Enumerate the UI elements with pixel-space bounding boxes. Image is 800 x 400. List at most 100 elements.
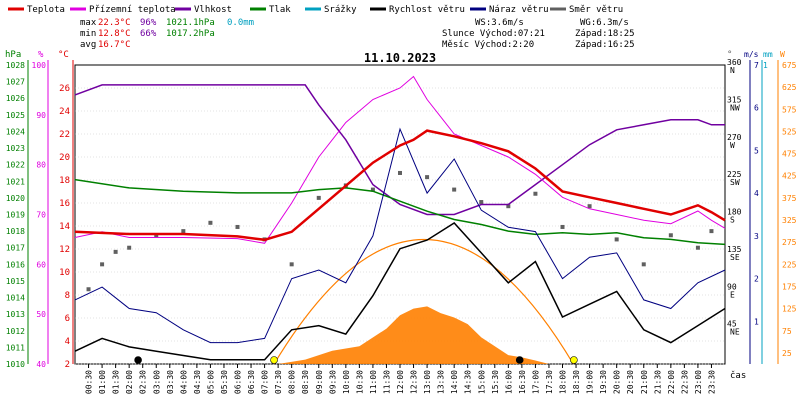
series-temperature xyxy=(74,129,726,242)
tick-hpa-15: 1025 xyxy=(6,111,25,120)
axes: 2468101214161820222426101010111012101310… xyxy=(6,58,797,394)
tick-degc-1: 4 xyxy=(65,337,70,347)
tick-hpa-9: 1019 xyxy=(6,211,25,220)
tick-deg-0: 360 xyxy=(727,58,742,67)
tick-w-9: 475 xyxy=(782,150,797,159)
legend-label-3: Tlak xyxy=(269,5,291,15)
tick-degc-6: 14 xyxy=(59,222,70,232)
tick-deg-1: 315 xyxy=(727,95,742,104)
tick-ms-4: 5 xyxy=(754,146,759,155)
tick-degc-2: 6 xyxy=(65,314,70,324)
unit-w: W xyxy=(780,50,785,59)
tick-dir-1: NW xyxy=(730,103,740,112)
tick-hpa-4: 1014 xyxy=(6,294,25,303)
tick-hpa-13: 1023 xyxy=(6,144,25,153)
series-wind xyxy=(74,222,726,361)
tick-deg-2: 270 xyxy=(727,133,742,142)
stat-min-temp: 12.8°C xyxy=(98,29,131,39)
tick-degc-3: 8 xyxy=(65,291,70,301)
xtick-label-42: 21:30 xyxy=(653,370,662,394)
dir-point-18 xyxy=(533,191,538,196)
dir-point-22 xyxy=(641,262,646,267)
xtick-label-34: 17:30 xyxy=(545,370,554,394)
xtick-label-5: 03:00 xyxy=(152,370,161,394)
xtick-label-11: 06:00 xyxy=(234,370,243,394)
tick-pct-3: 70 xyxy=(36,211,46,220)
moonset-marker xyxy=(515,356,524,364)
xtick-label-31: 16:00 xyxy=(504,370,513,394)
tick-w-12: 625 xyxy=(782,83,797,92)
xtick-label-3: 02:00 xyxy=(125,370,134,394)
stat-max-press: 1021.1hPa xyxy=(166,18,215,28)
xtick-label-2: 01:30 xyxy=(112,370,121,394)
xtick-label-40: 20:30 xyxy=(626,370,635,394)
unit-time: čas xyxy=(730,370,746,381)
stat-max-temp: 22.3°C xyxy=(98,18,131,28)
series-solar-area xyxy=(278,306,549,364)
dir-point-9 xyxy=(289,262,294,267)
series-gust xyxy=(74,127,726,344)
stat-max-rain: 0.0mm xyxy=(227,18,254,28)
tick-dir-2: W xyxy=(730,141,735,150)
tick-pct-5: 90 xyxy=(36,111,46,120)
tick-ms-1: 2 xyxy=(754,275,759,284)
dir-point-7 xyxy=(235,224,240,229)
stat-min-hum: 66% xyxy=(140,29,157,39)
xtick-label-29: 15:00 xyxy=(477,370,486,394)
legend-label-4: Srážky xyxy=(324,5,357,15)
unit-pct: % xyxy=(38,50,44,60)
tick-deg-5: 135 xyxy=(727,245,742,254)
dir-point-25 xyxy=(709,229,714,234)
tick-hpa-3: 1013 xyxy=(6,310,25,319)
dir-point-23 xyxy=(668,233,673,238)
xtick-label-6: 03:30 xyxy=(166,370,175,394)
tick-hpa-8: 1018 xyxy=(6,227,25,236)
tick-w-4: 225 xyxy=(782,260,797,269)
tick-w-0: 25 xyxy=(782,349,792,358)
tick-ms-2: 3 xyxy=(754,232,759,241)
tick-w-10: 525 xyxy=(782,127,797,136)
legend-label-1: Přízemní teplota xyxy=(89,5,176,15)
tick-w-11: 575 xyxy=(782,105,797,114)
stat-min-label: min xyxy=(80,29,96,39)
tick-dir-3: SW xyxy=(730,178,740,187)
stat-max-hum: 96% xyxy=(140,18,157,28)
stat-sun: Slunce Východ:07:21 xyxy=(442,29,545,39)
dir-point-24 xyxy=(695,245,700,250)
tick-w-5: 275 xyxy=(782,238,797,247)
tick-hpa-17: 1027 xyxy=(6,78,25,87)
tick-dir-7: NE xyxy=(730,328,740,337)
tick-hpa-1: 1011 xyxy=(6,343,25,352)
tick-w-7: 375 xyxy=(782,194,797,203)
dir-point-5 xyxy=(181,229,186,234)
tick-w-2: 125 xyxy=(782,305,797,314)
tick-deg-7: 45 xyxy=(727,320,737,329)
tick-degc-12: 26 xyxy=(59,84,70,94)
xtick-label-7: 04:00 xyxy=(179,370,188,394)
tick-degc-0: 2 xyxy=(65,360,70,370)
tick-ms-6: 7 xyxy=(754,61,759,70)
xtick-label-30: 15:30 xyxy=(491,370,500,394)
xtick-label-17: 09:00 xyxy=(315,370,324,394)
tick-hpa-2: 1012 xyxy=(6,327,25,336)
xtick-label-4: 02:30 xyxy=(139,370,148,394)
tick-ms-0: 1 xyxy=(754,317,759,326)
xtick-label-15: 08:00 xyxy=(288,370,297,394)
tick-degc-5: 12 xyxy=(59,245,70,255)
dir-point-20 xyxy=(587,204,592,209)
xtick-label-35: 18:00 xyxy=(559,370,568,394)
xtick-label-9: 05:00 xyxy=(206,370,215,394)
tick-deg-6: 90 xyxy=(727,282,737,291)
xtick-label-20: 10:30 xyxy=(355,370,364,394)
xtick-label-8: 04:30 xyxy=(193,370,202,394)
tick-hpa-0: 1010 xyxy=(6,360,25,369)
tick-dir-6: E xyxy=(730,290,735,299)
tick-pct-4: 80 xyxy=(36,161,46,170)
tick-deg-4: 180 xyxy=(727,208,742,217)
xtick-label-12: 06:30 xyxy=(247,370,256,394)
xtick-label-22: 11:30 xyxy=(382,370,391,394)
unit-ms: m/s xyxy=(744,50,759,59)
tick-hpa-14: 1024 xyxy=(6,127,25,136)
dir-point-14 xyxy=(425,175,430,180)
